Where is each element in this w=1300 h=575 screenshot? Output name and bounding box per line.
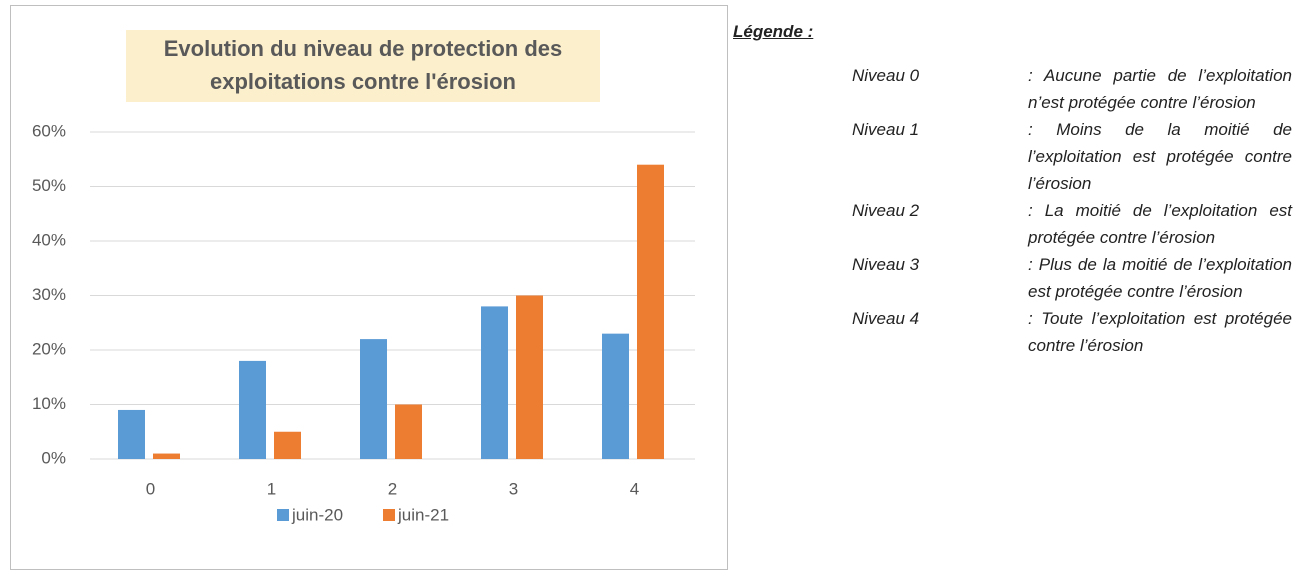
bar: [274, 431, 301, 459]
legend-label: juin-21: [397, 505, 449, 524]
x-tick-label: 1: [267, 479, 276, 498]
legend-level: Niveau 0: [852, 66, 920, 85]
legend-level: Niveau 3: [852, 255, 920, 274]
bar: [153, 453, 180, 459]
y-tick-label: 10%: [32, 394, 66, 413]
legend-description: : Moins de la moitié de l’exploitation e…: [1028, 120, 1292, 193]
legend-items: Niveau 0 : Aucune partie de l’exploitatio…: [852, 62, 1292, 359]
x-tick-label: 4: [630, 479, 639, 498]
legend-item: Niveau 0 : Aucune partie de l’exploitatio…: [852, 62, 1292, 116]
chart-title: Evolution du niveau de protection des exp…: [164, 36, 562, 94]
legend-description: : La moitié de l’exploitation est protég…: [1028, 201, 1292, 247]
legend-level: Niveau 4: [852, 309, 920, 328]
legend-level: Niveau 2: [852, 201, 920, 220]
y-tick-label: 40%: [32, 230, 66, 249]
y-tick-label: 50%: [32, 176, 66, 195]
x-tick-label: 2: [388, 479, 397, 498]
legend-item: Niveau 4 : Toute l’exploitation est proté…: [852, 305, 1292, 359]
y-tick-label: 20%: [32, 339, 66, 358]
bar: [602, 333, 629, 459]
legend-level: Niveau 1: [852, 120, 920, 139]
chart: Evolution du niveau de protection des exp…: [10, 5, 728, 570]
y-tick-label: 60%: [32, 121, 66, 140]
legend-description: : Toute l’exploitation est protégée cont…: [1028, 309, 1292, 355]
legend-item: Niveau 3 : Plus de la moitié de l’exploit…: [852, 251, 1292, 305]
legend-note: Légende : Niveau 0 : Aucune partie de l’e…: [733, 22, 1293, 355]
x-tick-label: 0: [146, 479, 155, 498]
legend-swatch: [383, 509, 395, 521]
bar: [516, 295, 543, 459]
bar: [637, 164, 664, 459]
bar: [239, 360, 266, 459]
legend-label: juin-20: [291, 505, 343, 524]
bar: [118, 409, 145, 459]
title-box: [126, 30, 600, 102]
y-tick-label: 30%: [32, 285, 66, 304]
bar: [395, 404, 422, 459]
bar: [481, 306, 508, 459]
x-tick-label: 3: [509, 479, 518, 498]
legend-item: Niveau 2 : La moitié de l’exploitation es…: [852, 197, 1292, 251]
legend-description: : Aucune partie de l’exploitation n’est …: [1028, 66, 1292, 112]
bar: [360, 339, 387, 459]
legend-description: : Plus de la moitié de l’exploitation es…: [1028, 255, 1292, 301]
legend-heading: Légende :: [733, 22, 814, 41]
legend-swatch: [277, 509, 289, 521]
legend-item: Niveau 1 : Moins de la moitié de l’exploi…: [852, 116, 1292, 197]
y-tick-label: 0%: [41, 448, 66, 467]
